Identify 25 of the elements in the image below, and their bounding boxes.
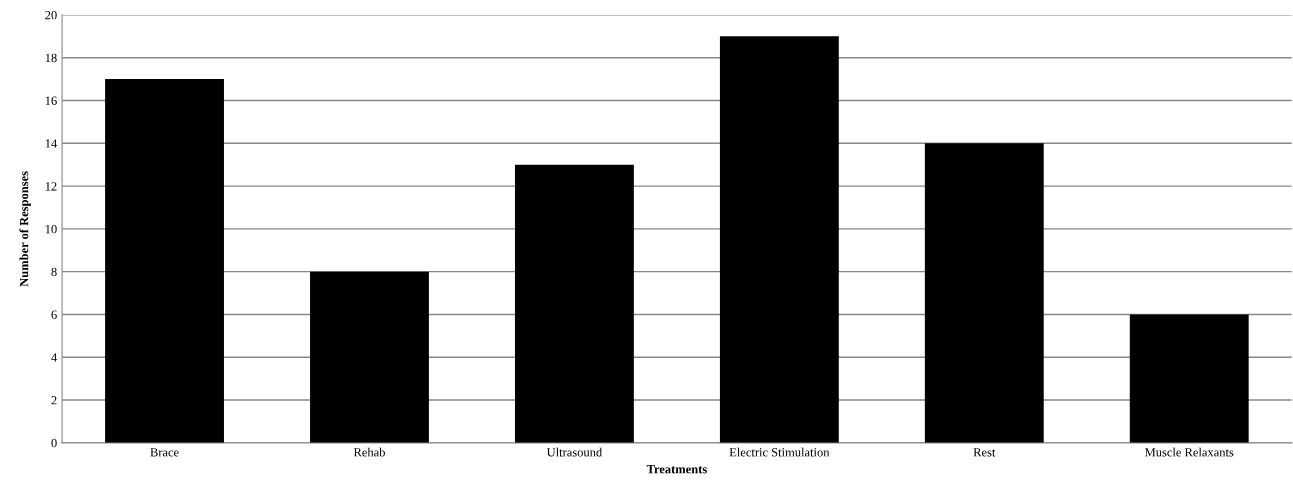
y-tick-label: 6 bbox=[51, 310, 57, 319]
bar bbox=[1129, 314, 1249, 443]
y-tick-label: 14 bbox=[45, 139, 58, 148]
bar bbox=[924, 143, 1044, 443]
bar bbox=[514, 164, 634, 443]
x-tick-label: Rest bbox=[973, 448, 996, 457]
x-tick-label: Ultrasound bbox=[546, 447, 603, 457]
y-tick-label: 10 bbox=[45, 224, 57, 234]
x-tick-label: Muscle Relaxants bbox=[1144, 447, 1234, 457]
y-tick-label: 4 bbox=[51, 353, 58, 362]
y-axis-title: Number of Responses bbox=[19, 171, 31, 287]
y-tick-label: 2 bbox=[51, 396, 57, 405]
x-tick-label: Brace bbox=[150, 448, 179, 457]
y-tick-label: 20 bbox=[45, 10, 57, 20]
y-tick-label: 8 bbox=[51, 267, 57, 277]
x-tick-label: Rehab bbox=[353, 447, 385, 457]
y-tick-label: 0 bbox=[51, 438, 57, 448]
x-tick-label: Electric Stimulation bbox=[729, 447, 830, 457]
y-tick-label: 12 bbox=[45, 182, 57, 191]
x-axis-title: Treatments bbox=[646, 465, 707, 474]
bar bbox=[719, 36, 839, 443]
bar bbox=[310, 271, 429, 443]
bar bbox=[105, 79, 224, 443]
y-tick-label: 16 bbox=[45, 96, 57, 105]
y-tick-label: 18 bbox=[45, 53, 57, 63]
